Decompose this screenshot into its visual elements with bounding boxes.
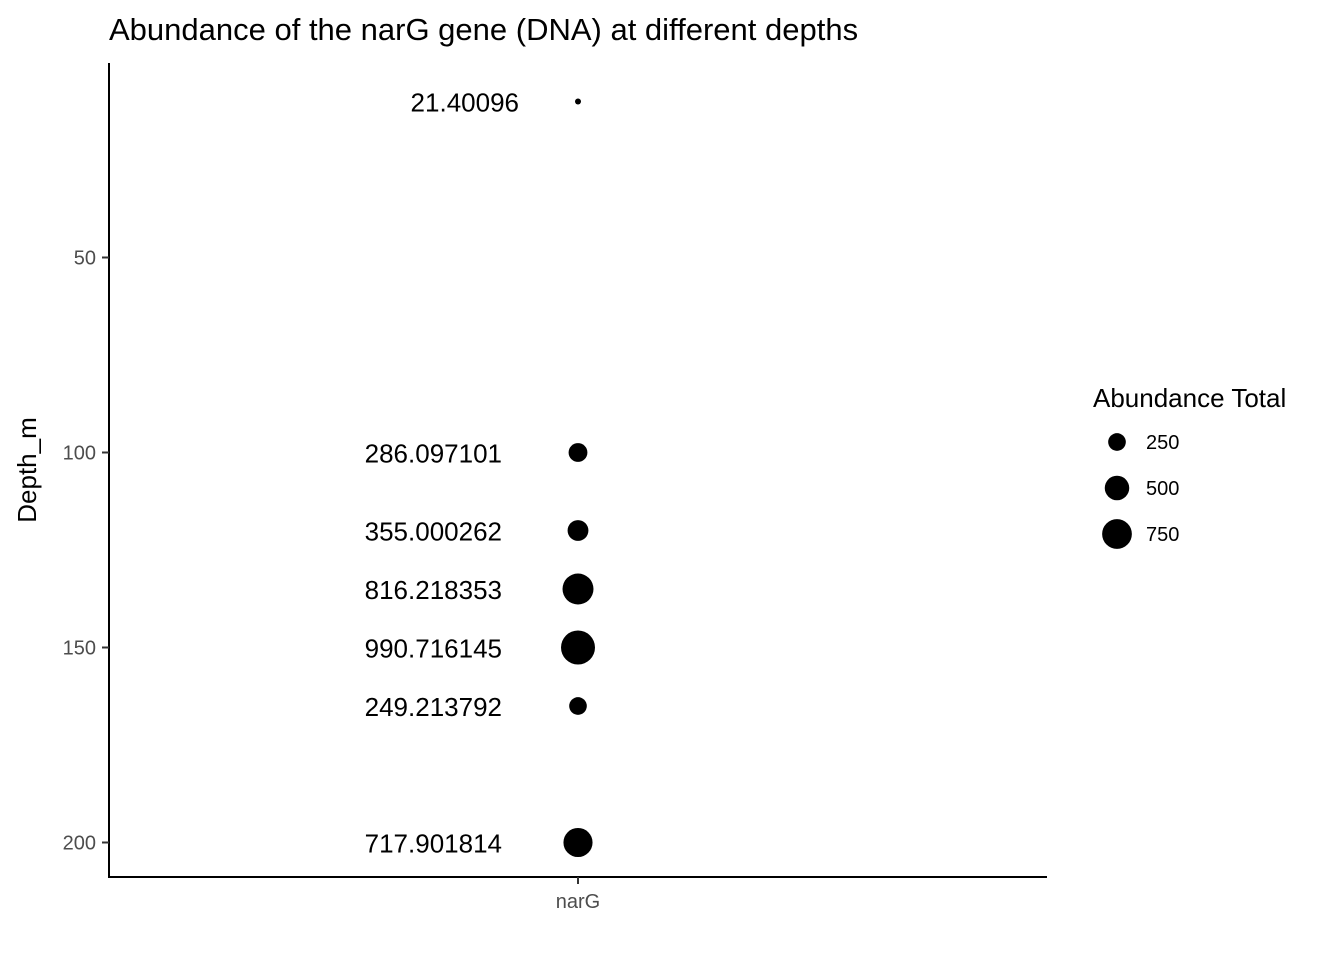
legend-label: 750 [1146,524,1179,546]
y-tick-label: 100 [63,443,96,465]
legend-title: Abundance Total [1093,383,1286,413]
data-point [561,630,595,665]
legend: Abundance Total 250 500 750 [1093,383,1286,549]
y-axis-ticks: 50 100 150 200 [63,248,109,855]
data-label: 249.213792 [365,692,502,722]
data-label: 286.097101 [365,439,502,469]
data-label: 816.218353 [365,575,502,605]
y-tick-label: 50 [74,248,96,270]
legend-label: 250 [1146,432,1179,454]
x-tick-label: narG [556,891,600,913]
y-axis-title: Depth_m [12,417,42,523]
data-point [575,98,581,105]
data-point [562,573,594,605]
data-point [568,443,588,462]
plot-area: 21.40096 286.097101 355.000262 816.218353 99… [365,88,595,859]
chart-title: Abundance of the narG gene (DNA) at diff… [109,12,858,47]
x-axis-ticks: narG [556,877,600,913]
legend-marker [1102,519,1132,549]
data-label: 990.716145 [365,634,502,664]
data-point [563,827,593,858]
legend-entries: 250 500 750 [1102,432,1179,549]
data-label: 717.901814 [365,829,502,859]
legend-label: 500 [1146,478,1179,500]
data-point [567,520,589,541]
legend-marker [1108,433,1126,451]
data-label: 21.40096 [411,88,519,118]
legend-marker [1104,475,1130,501]
y-tick-label: 200 [63,833,96,855]
y-tick-label: 150 [63,638,96,660]
data-label: 355.000262 [365,517,502,547]
data-point [569,697,587,715]
